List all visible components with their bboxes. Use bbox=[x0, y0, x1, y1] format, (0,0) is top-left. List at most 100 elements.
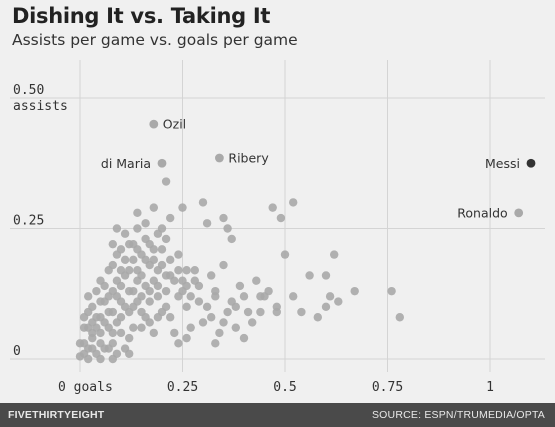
data-point bbox=[96, 276, 105, 285]
data-point bbox=[108, 354, 118, 364]
data-point bbox=[215, 328, 224, 338]
data-point bbox=[88, 333, 97, 343]
data-point bbox=[75, 339, 85, 348]
data-point bbox=[289, 292, 298, 301]
data-point bbox=[153, 292, 163, 301]
data-point bbox=[186, 292, 195, 301]
data-point bbox=[137, 292, 146, 301]
data-point bbox=[231, 323, 240, 332]
data-point bbox=[395, 313, 404, 322]
data-point bbox=[96, 313, 105, 322]
labeled-data-point bbox=[514, 208, 524, 218]
data-point bbox=[194, 297, 204, 306]
data-point bbox=[129, 323, 138, 332]
data-point bbox=[96, 328, 105, 338]
data-point bbox=[137, 323, 146, 332]
data-point bbox=[116, 281, 126, 291]
data-point bbox=[243, 307, 253, 317]
data-point bbox=[153, 281, 163, 291]
data-point bbox=[88, 302, 97, 311]
data-point bbox=[166, 313, 175, 322]
point-labels: Ozil di Maria Ribery Messi Ronaldo bbox=[101, 117, 520, 221]
data-point bbox=[235, 281, 245, 291]
data-point bbox=[149, 328, 158, 338]
data-point bbox=[276, 213, 286, 223]
data-point bbox=[272, 302, 281, 311]
data-point bbox=[125, 349, 134, 358]
data-point bbox=[219, 213, 228, 223]
data-point bbox=[223, 307, 232, 317]
data-point bbox=[280, 250, 290, 259]
y-tick-label: 0.50 bbox=[13, 83, 44, 98]
data-point bbox=[112, 318, 122, 327]
data-point bbox=[112, 224, 122, 233]
point-label: Ozil bbox=[163, 117, 186, 132]
data-point bbox=[178, 203, 187, 212]
data-point bbox=[129, 239, 138, 249]
data-point bbox=[186, 323, 195, 332]
data-point bbox=[157, 260, 167, 270]
data-point bbox=[116, 328, 126, 338]
labeled-data-point bbox=[149, 119, 159, 129]
data-point bbox=[153, 313, 163, 322]
data-point bbox=[75, 352, 85, 361]
data-point bbox=[182, 333, 191, 343]
data-point bbox=[219, 318, 228, 327]
data-point bbox=[313, 313, 322, 322]
data-point bbox=[256, 307, 265, 317]
data-point bbox=[79, 313, 89, 322]
data-point bbox=[207, 313, 216, 322]
data-point bbox=[161, 286, 171, 296]
data-point bbox=[182, 302, 191, 311]
data-point bbox=[289, 198, 298, 207]
data-point bbox=[92, 286, 101, 296]
data-point bbox=[108, 328, 118, 338]
data-point bbox=[88, 318, 97, 327]
x-tick-label: 1 bbox=[486, 380, 494, 395]
data-point bbox=[145, 286, 154, 296]
data-point bbox=[211, 339, 220, 348]
data-point bbox=[227, 297, 236, 306]
data-point bbox=[84, 292, 93, 301]
data-point bbox=[141, 313, 150, 322]
data-point bbox=[133, 224, 142, 233]
data-point bbox=[145, 239, 154, 249]
data-point bbox=[170, 328, 179, 338]
footer-source: SOURCE: ESPN/TRUMEDIA/OPTA bbox=[371, 409, 545, 421]
data-point bbox=[350, 286, 359, 296]
data-point bbox=[137, 271, 146, 280]
data-point bbox=[198, 318, 208, 327]
y-tick-label: 0 bbox=[13, 344, 21, 359]
data-point bbox=[219, 260, 228, 270]
data-point bbox=[202, 219, 212, 228]
data-point bbox=[120, 302, 130, 311]
data-point bbox=[149, 203, 158, 212]
data-point bbox=[108, 260, 118, 270]
x-tick-label: 0 goals bbox=[58, 380, 113, 395]
data-point bbox=[145, 297, 154, 306]
chart-title: Dishing It vs. Taking It bbox=[12, 4, 271, 28]
data-point bbox=[125, 266, 134, 275]
data-point bbox=[116, 266, 126, 275]
y-tick-label: 0.25 bbox=[13, 214, 44, 229]
x-tick-label: 0.5 bbox=[273, 380, 296, 395]
data-point bbox=[174, 339, 183, 348]
data-point bbox=[129, 302, 138, 311]
point-label: Ronaldo bbox=[457, 205, 507, 220]
data-point bbox=[141, 255, 150, 265]
data-point bbox=[182, 281, 191, 291]
data-point bbox=[166, 213, 175, 223]
data-point bbox=[264, 286, 273, 296]
data-point bbox=[161, 302, 171, 311]
data-point bbox=[268, 203, 277, 212]
data-point bbox=[227, 234, 236, 244]
data-point bbox=[239, 292, 249, 301]
y-axis-unit-label: assists bbox=[13, 99, 68, 114]
labeled-data-point bbox=[157, 158, 167, 168]
data-point bbox=[133, 208, 142, 218]
data-point bbox=[120, 229, 130, 238]
labeled-data-point bbox=[215, 153, 224, 163]
data-point bbox=[88, 344, 97, 353]
x-tick-label: 0.75 bbox=[372, 380, 403, 395]
point-label: di Maria bbox=[101, 156, 151, 171]
